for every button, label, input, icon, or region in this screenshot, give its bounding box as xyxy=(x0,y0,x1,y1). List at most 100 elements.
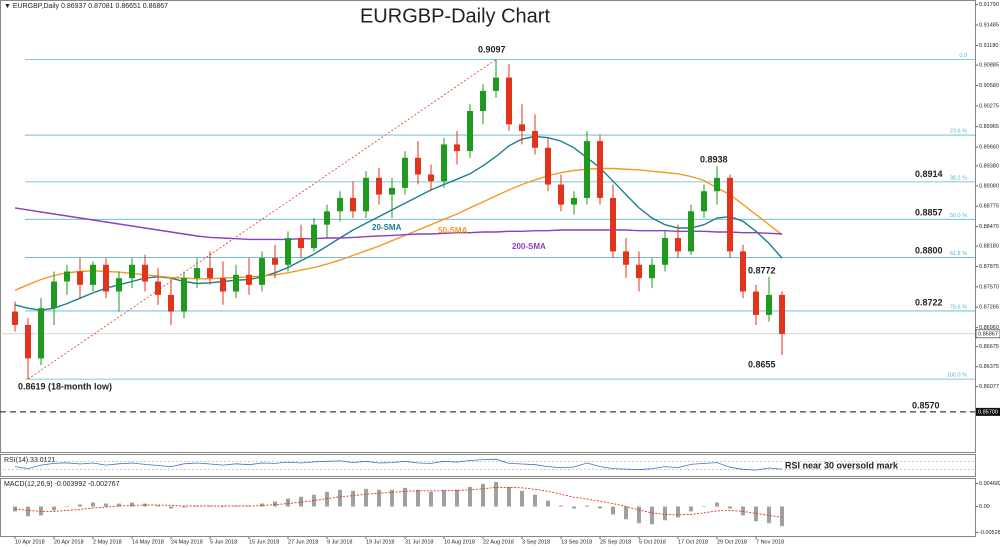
y-tick-label: 0.90275 xyxy=(979,103,999,109)
fib-label: 61.8 % xyxy=(950,251,967,257)
x-tick-label: 17 Oct 2018 xyxy=(678,539,708,545)
candle-body xyxy=(363,177,369,212)
macd-bar xyxy=(481,483,485,507)
candle-body xyxy=(753,291,759,315)
macd-bar xyxy=(767,506,771,524)
candle-body xyxy=(51,281,57,309)
macd-bar xyxy=(247,505,251,507)
price-panel xyxy=(0,0,976,453)
macd-bar xyxy=(338,489,342,507)
candle-body xyxy=(246,274,252,285)
macd-bar xyxy=(676,506,680,518)
support-tag: 0.85700 xyxy=(978,409,998,415)
candle-body xyxy=(90,264,96,285)
fib-trend-line xyxy=(27,59,497,380)
x-tick-label: 9 Jul 2018 xyxy=(327,539,352,545)
macd-bar xyxy=(273,501,277,507)
macd-bar xyxy=(598,506,602,509)
macd-bar xyxy=(312,494,316,507)
x-tick-label: 27 Jun 2018 xyxy=(288,539,318,545)
x-tick-label: 14 May 2018 xyxy=(132,539,164,545)
sma-label: 20-SMA xyxy=(372,223,402,232)
y-tick-label: 0.86077 xyxy=(979,384,999,390)
candle-body xyxy=(766,294,772,315)
macd-bar xyxy=(104,503,108,507)
candle-body xyxy=(233,274,239,292)
macd-bar xyxy=(520,490,524,507)
y-tick-label: 0.87875 xyxy=(979,264,999,270)
candle-body xyxy=(467,110,473,152)
legend-text: ▼ EURGBP,Daily 0.86937 0.87081 0.86651 0… xyxy=(4,3,168,10)
macd-bar xyxy=(182,506,186,508)
x-tick-label: 29 Oct 2018 xyxy=(717,539,747,545)
candle-body xyxy=(727,177,733,252)
candle-body xyxy=(610,197,616,252)
macd-bar xyxy=(546,500,550,507)
macd-tick-label: 0.00 xyxy=(979,504,990,510)
macd-panel xyxy=(0,478,976,537)
fib-label: 38.2 % xyxy=(950,175,967,181)
macd-bar xyxy=(156,505,160,507)
candle-body xyxy=(155,281,161,295)
level-label: 0.8914 xyxy=(915,169,943,179)
x-tick-label: 15 Jun 2018 xyxy=(249,539,279,545)
x-tick-label: 22 Aug 2018 xyxy=(483,539,514,545)
candle-body xyxy=(103,264,109,292)
y-tick-label: 0.86375 xyxy=(979,364,999,370)
macd-bar xyxy=(260,503,264,507)
x-tick-label: 3 Sep 2018 xyxy=(522,539,550,545)
candle-body xyxy=(584,141,590,198)
macd-bar xyxy=(533,494,537,507)
macd-bar xyxy=(299,496,303,507)
macd-bar xyxy=(637,506,641,524)
candle-body xyxy=(441,144,447,182)
macd-bar xyxy=(130,502,134,507)
candle-body xyxy=(77,271,83,285)
y-tick-label: 0.86675 xyxy=(979,344,999,350)
annotation: 0.9097 xyxy=(478,44,506,54)
candle-body xyxy=(402,157,408,188)
macd-bar xyxy=(611,506,615,515)
y-tick-label: 0.88180 xyxy=(979,244,999,250)
candle-body xyxy=(350,197,356,212)
macd-bar xyxy=(585,505,589,507)
macd-bar xyxy=(728,506,732,509)
macd-bar xyxy=(364,488,368,507)
candle-body xyxy=(220,278,226,292)
macd-bar xyxy=(468,486,472,507)
rsi-note: RSI near 30 oversold mark xyxy=(785,460,899,470)
x-tick-label: 24 May 2018 xyxy=(171,539,203,545)
candle-body xyxy=(337,197,343,212)
candle-body xyxy=(12,311,18,325)
macd-bar xyxy=(507,486,511,507)
macd-bar xyxy=(221,506,225,508)
x-tick-label: 13 Sep 2018 xyxy=(561,539,592,545)
level-label: 0.8722 xyxy=(915,298,943,308)
y-tick-label: 0.86960 xyxy=(979,325,999,331)
candle-body xyxy=(415,157,421,175)
support-label: 0.8570 xyxy=(912,400,940,410)
candle-body xyxy=(25,324,31,359)
macd-bar xyxy=(169,506,173,509)
candle-body xyxy=(259,258,265,285)
y-tick-label: 0.91180 xyxy=(979,43,998,49)
candle-body xyxy=(142,264,148,282)
fib-label: 100.0 % xyxy=(947,373,967,379)
y-tick-label: 0.89660 xyxy=(979,145,999,151)
candle-body xyxy=(116,278,122,292)
macd-tick-label: 0.004682 xyxy=(979,481,1000,487)
sma-line xyxy=(14,207,783,241)
candle-body xyxy=(272,258,278,265)
macd-bar xyxy=(442,489,446,507)
x-tick-label: 25 Sep 2018 xyxy=(600,539,631,545)
candle-body xyxy=(376,177,382,195)
macd-bar xyxy=(650,506,654,525)
current-price-box xyxy=(975,329,1000,339)
candle-body xyxy=(571,197,577,205)
x-tick-label: 7 Nov 2018 xyxy=(756,539,784,545)
candle-body xyxy=(701,191,707,212)
macd-bar xyxy=(52,506,56,511)
macd-bar xyxy=(39,506,43,516)
x-tick-label: 19 Jul 2018 xyxy=(366,539,394,545)
